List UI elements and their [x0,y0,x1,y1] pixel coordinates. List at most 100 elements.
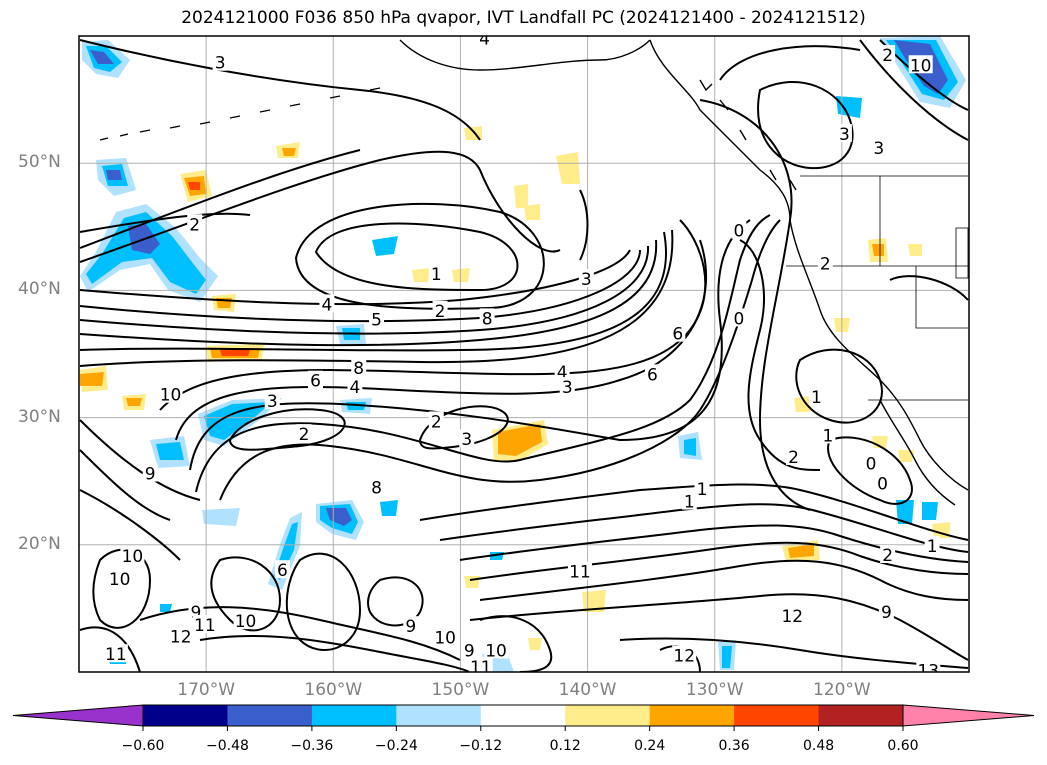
shade-patch [90,50,114,64]
contour-label-background [296,424,312,443]
contour-line [889,275,969,301]
contour-line [757,81,854,170]
latitude-label: 30°N [18,406,61,427]
contour-label-background [142,463,158,482]
contour-label: 4 [349,378,360,398]
colorbar-bin [734,705,820,726]
contour-label-background [694,478,710,497]
contour-label: 1 [811,388,822,408]
contour-label-background [880,544,896,563]
shade-patch [908,244,922,256]
contour-label-background [916,660,941,672]
contour-label: 3 [839,125,850,145]
contour-label: 1 [697,480,708,500]
contour-label: 0 [733,222,744,242]
contour-line [739,239,821,471]
coastline-north-america [649,39,969,491]
contour-label-background [187,214,203,233]
contour-label: 13 [917,662,939,682]
contour-line [79,229,674,367]
contour-label: 1 [684,493,695,513]
contour-label: 11 [569,563,591,583]
map-frame [78,35,970,673]
contour-label: 9 [191,603,202,623]
contour-line [479,615,553,672]
contour-label: 12 [673,646,695,666]
contour-label: 9 [464,641,475,661]
coastline [99,39,969,506]
border-state [955,227,969,279]
contour-label: 2 [299,425,310,445]
contour-label: 12 [781,607,803,627]
contour-line [79,449,171,521]
contour-label-background [820,425,836,444]
coastline-islands [699,79,797,191]
contour-label: 3 [461,430,472,450]
contour-label: 5 [371,311,382,331]
contour-line [459,524,969,563]
colorbar-bin [311,705,397,726]
contour-label: 6 [647,365,658,385]
contour-label-background [212,52,228,71]
contour-line [439,503,969,553]
contour-label: 10 [160,386,182,406]
contour-label-background [681,491,697,510]
contour-label-background [369,309,385,328]
contour-label: 0 [877,475,888,495]
contour-label: 2 [788,448,799,468]
map-content [79,36,969,672]
contour-line [228,408,346,451]
colorbar-tick-label: 0.12 [549,738,581,754]
contour-label-background [428,263,444,282]
longitude-label: 140°W [558,680,617,700]
longitude-label: 130°W [685,680,744,700]
contour-label: 2 [882,546,893,566]
shade-patch [188,182,200,190]
shade-patch [380,500,398,516]
contour-line [79,245,650,335]
shade-patch [326,508,352,526]
contour-label-background [477,36,493,47]
contour-label-background [567,561,592,580]
contour-label: 2 [431,412,442,432]
shade-patch [684,438,696,456]
shade-patch [126,398,142,406]
contour-line [79,626,141,672]
contour-label: 11 [105,645,127,665]
contour-line [79,231,667,352]
contour-label-background [578,268,594,287]
shade-patch [524,204,540,220]
contour-label-background [192,614,217,633]
shade-patch [372,236,398,256]
colorbar-tick-label: −0.12 [459,738,503,754]
contour-label-background [461,640,477,659]
contour-label: 4 [322,295,333,315]
contour-line [418,405,509,450]
contour-label-background [158,384,183,403]
contour-label-background [731,308,747,327]
shade-patch [872,244,884,256]
contour-label: 1 [927,537,938,557]
shade-patch [156,442,184,460]
contour-label-background [107,569,132,588]
contour-label-background [347,377,363,396]
contour-label: 3 [215,54,226,74]
political-borders [786,175,969,401]
contour-line [285,552,362,651]
contour-line [479,559,969,601]
shade-patch [204,402,272,440]
contour-label: 2 [189,215,200,235]
contour-label-background [459,429,475,448]
shade-patch [898,450,914,462]
shade-patch [896,500,914,524]
contour-label-background [103,644,128,663]
contour-label: 9 [145,465,156,485]
contour-label-background [817,253,833,272]
longitude-label: 150°W [431,680,490,700]
coastline-aleutians [99,87,381,141]
contour-label: 4 [557,363,568,383]
border-state [915,266,968,329]
contour-line [79,249,641,323]
contour-label: 10 [434,629,456,649]
